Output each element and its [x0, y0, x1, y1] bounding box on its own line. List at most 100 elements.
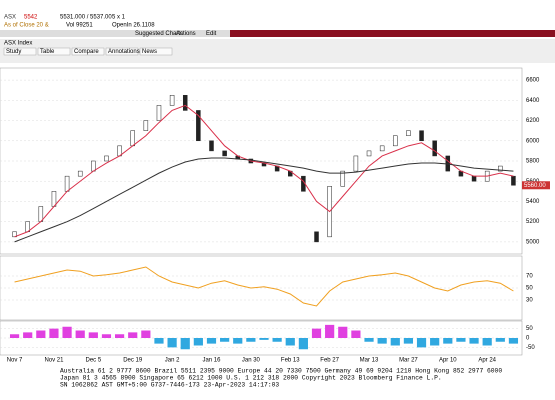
bar	[508, 338, 519, 344]
candle	[314, 231, 319, 243]
candle	[353, 155, 359, 172]
x-tick-label: Nov 21	[44, 358, 64, 364]
candle	[104, 155, 109, 162]
x-tick-label: Apr 10	[439, 358, 457, 364]
x-tick-label: Jan 16	[202, 358, 221, 364]
bar	[220, 338, 230, 342]
as-of: As of Close 20 &	[4, 23, 49, 29]
bar	[443, 338, 453, 344]
last: 5542	[24, 15, 38, 21]
x-tick-label: Apr 24	[478, 358, 496, 364]
bar	[390, 338, 400, 346]
x-tick-label: Feb 13	[281, 358, 300, 364]
toolbar-label[interactable]: Annotations	[108, 49, 140, 55]
footer-line: SN 1062862 AST GMT+5:00 G737-7446-173 23…	[60, 382, 279, 389]
toolbar-button	[71, 47, 105, 56]
bar	[351, 330, 361, 338]
bar	[456, 338, 466, 342]
x-tick-label: Mar 27	[399, 358, 418, 364]
line	[14, 104, 514, 238]
bar	[49, 328, 59, 338]
x-tick-label: Dec 19	[123, 358, 143, 364]
footer-line: Japan 81 3 4565 8900 Singapore 65 6212 1…	[60, 375, 442, 382]
footer-line: Australia 61 2 9777 8600 Brazil 5511 239…	[60, 368, 502, 375]
toolbar-label[interactable]: News	[142, 49, 157, 55]
menu-item[interactable]: Edit	[206, 31, 217, 37]
menu-item[interactable]: Suggested Charts	[135, 31, 183, 37]
candle	[209, 140, 214, 152]
last-label: 5560.00	[524, 183, 546, 189]
security: ASX Index	[4, 41, 32, 47]
candle	[196, 110, 201, 142]
bar	[430, 338, 440, 346]
bar	[88, 332, 98, 338]
candle	[340, 170, 346, 187]
bar	[482, 338, 492, 346]
x-tick-label: Feb 27	[320, 358, 339, 364]
panel	[0, 67, 523, 255]
y-tick-label: -50	[526, 345, 535, 351]
toolbar-label[interactable]: Compare	[74, 49, 99, 55]
bar	[325, 324, 335, 338]
line	[14, 266, 514, 307]
bid-ask: 5531.000 / 5537.00	[60, 15, 112, 21]
toolbar-label[interactable]: Table	[40, 49, 55, 55]
candle	[471, 175, 477, 182]
bar	[246, 338, 256, 342]
y-tick-label: 30	[526, 298, 533, 304]
candle	[511, 175, 516, 186]
toolbar-button	[37, 47, 71, 56]
bar	[36, 330, 46, 338]
size: 5 x 1	[112, 15, 126, 21]
y-tick-label: 5000	[526, 239, 540, 245]
x-tick-label: Dec 5	[85, 358, 101, 364]
candle	[169, 95, 175, 106]
toolbar-button	[3, 47, 37, 56]
candle	[91, 160, 96, 172]
bar	[233, 338, 243, 344]
bar	[128, 332, 138, 338]
candle	[406, 130, 411, 136]
bar	[141, 330, 151, 338]
candle	[379, 145, 385, 152]
bar	[114, 334, 125, 338]
bar	[23, 332, 33, 338]
panel	[0, 255, 523, 321]
y-tick-label: 6200	[526, 118, 540, 124]
candle	[222, 150, 227, 157]
menu-item[interactable]: Actions	[176, 31, 196, 37]
y-tick-label: 6400	[526, 98, 540, 104]
candle	[366, 150, 372, 157]
bar	[75, 330, 85, 338]
x-tick-label: Jan 2	[165, 358, 180, 364]
ticker: ASX	[4, 15, 16, 21]
bar	[259, 338, 269, 340]
candle	[77, 170, 83, 177]
y-tick-label: 5800	[526, 159, 540, 165]
bar	[206, 338, 217, 344]
bar	[469, 338, 479, 344]
last-tag	[522, 181, 550, 190]
candle	[498, 165, 503, 172]
bar	[193, 338, 203, 346]
y-tick-label: 6000	[526, 138, 540, 144]
bar	[403, 338, 414, 344]
y-tick-label: 50	[526, 286, 533, 292]
bar	[101, 334, 112, 338]
bar	[377, 338, 387, 344]
y-tick-label: 50	[526, 326, 533, 332]
bar	[180, 338, 190, 350]
bar	[298, 338, 308, 350]
x-tick-label: Jan 30	[242, 358, 261, 364]
bar	[285, 338, 295, 346]
y-tick-label: 6600	[526, 78, 540, 84]
toolbar-button	[105, 47, 139, 56]
candle	[130, 130, 135, 147]
y-tick-label: 0	[526, 336, 530, 342]
bar	[272, 338, 282, 342]
candle	[64, 175, 70, 192]
x-tick-label: Mar 13	[360, 358, 379, 364]
y-tick-label: 5400	[526, 199, 540, 205]
toolbar-label[interactable]: Study	[6, 49, 21, 55]
